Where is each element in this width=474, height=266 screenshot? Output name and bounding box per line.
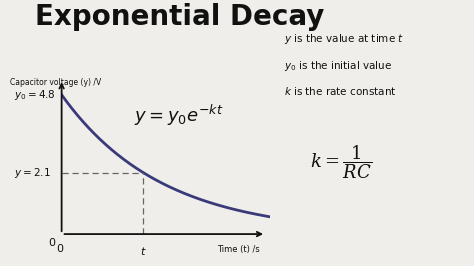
Text: Capacitor voltage (y) /V: Capacitor voltage (y) /V bbox=[10, 78, 102, 87]
Text: $y = y_0 e^{-kt}$: $y = y_0 e^{-kt}$ bbox=[135, 102, 224, 128]
Text: 0: 0 bbox=[56, 244, 63, 254]
Text: Time (t) /s: Time (t) /s bbox=[217, 245, 260, 254]
Text: 0: 0 bbox=[49, 238, 55, 248]
Text: $k = \dfrac{1}{RC}$: $k = \dfrac{1}{RC}$ bbox=[310, 144, 373, 181]
Text: Exponential Decay: Exponential Decay bbox=[36, 3, 325, 31]
Text: $k$ is the rate constant: $k$ is the rate constant bbox=[284, 85, 397, 97]
Text: $y = 2.1$: $y = 2.1$ bbox=[14, 166, 51, 180]
Text: $t$: $t$ bbox=[140, 245, 146, 257]
Text: $y_0$ is the initial value: $y_0$ is the initial value bbox=[284, 59, 392, 73]
Text: $y$ is the value at time $t$: $y$ is the value at time $t$ bbox=[284, 32, 404, 46]
Text: $y_0 = 4.8$: $y_0 = 4.8$ bbox=[14, 88, 56, 102]
